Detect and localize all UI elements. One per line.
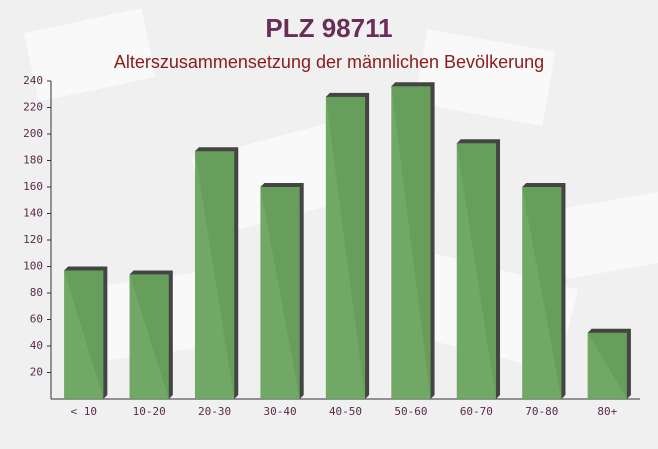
bar (129, 274, 169, 399)
y-tick-label: 220 (23, 101, 43, 114)
envelope (414, 29, 556, 126)
y-tick-label: 40 (30, 339, 43, 352)
y-tick-label: 60 (30, 313, 43, 326)
x-tick-label: < 10 (70, 405, 97, 418)
x-tick-label: 50-60 (394, 405, 427, 418)
bar (456, 143, 497, 399)
bar (64, 270, 104, 399)
y-tick-label: 240 (23, 74, 43, 87)
bar (194, 151, 235, 399)
chart-title: PLZ 98711 (265, 13, 392, 43)
bar (391, 86, 431, 400)
y-tick-label: 100 (23, 260, 43, 273)
x-tick-label: 30-40 (263, 405, 296, 418)
x-tick-label: 10-20 (133, 405, 166, 418)
y-tick-label: 20 (30, 366, 43, 379)
bar (260, 187, 300, 399)
x-tick-label: 20-30 (198, 405, 231, 418)
y-tick-label: 120 (23, 233, 43, 246)
x-tick-label: 80+ (597, 405, 617, 418)
bar (325, 96, 366, 400)
envelope (554, 190, 658, 280)
y-tick-label: 140 (23, 207, 43, 220)
y-tick-label: 180 (23, 154, 43, 167)
y-tick-label: 80 (30, 286, 43, 299)
envelope (24, 8, 156, 102)
y-tick-label: 200 (23, 127, 43, 140)
x-tick-label: 70-80 (525, 405, 558, 418)
x-tick-label: 40-50 (329, 405, 362, 418)
bar (587, 332, 627, 399)
chart-subtitle: Alterszusammensetzung der männlichen Bev… (114, 52, 544, 72)
x-tick-label: 60-70 (460, 405, 493, 418)
bar (522, 187, 562, 399)
y-tick-label: 160 (23, 180, 43, 193)
